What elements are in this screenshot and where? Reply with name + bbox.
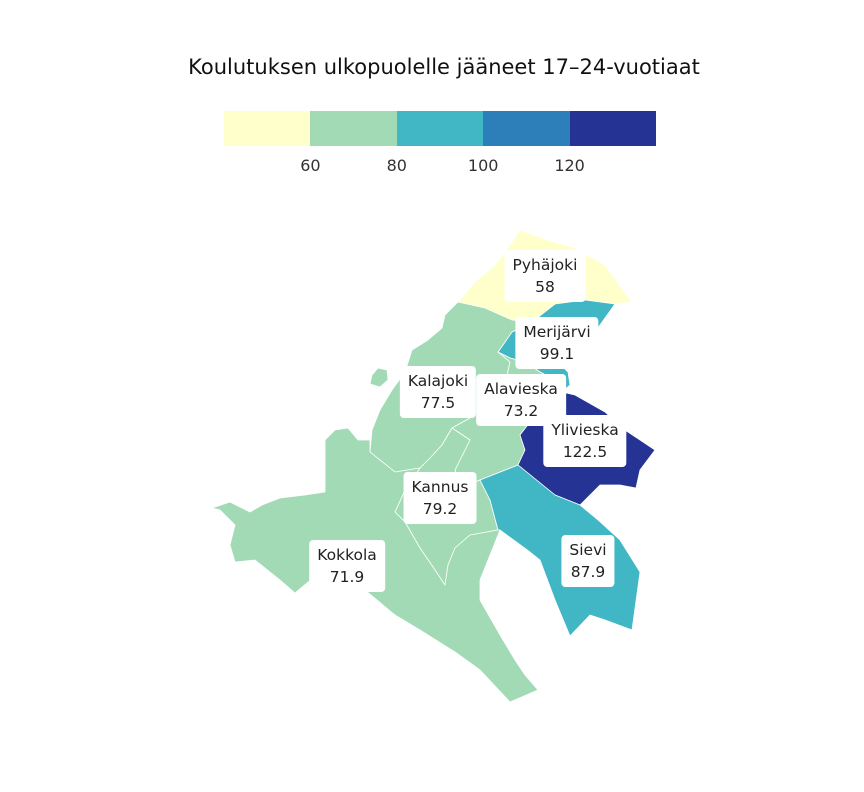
label-ylivieska: Ylivieska 122.5 — [543, 415, 627, 467]
legend-swatch-3 — [396, 111, 484, 146]
legend-tick-80: 80 — [386, 156, 407, 175]
label-kannus: Kannus 79.2 — [403, 472, 477, 524]
label-pyhajoki-name: Pyhäjoki — [512, 256, 578, 274]
legend-swatch-4 — [483, 111, 570, 146]
label-merijarvi: Merijärvi 99.1 — [515, 317, 599, 369]
legend-swatch-2 — [310, 111, 397, 146]
label-kokkola-name: Kokkola — [317, 546, 377, 564]
color-legend: 60 80 100 120 — [224, 111, 656, 176]
label-kalajoki-name: Kalajoki — [407, 372, 469, 390]
label-kalajoki: Kalajoki 77.5 — [399, 366, 477, 418]
map-title: Koulutuksen ulkopuolelle jääneet 17–24-v… — [188, 55, 700, 79]
label-merijarvi-value: 99.1 — [539, 345, 575, 363]
label-alavieska-value: 73.2 — [503, 402, 539, 420]
label-kannus-value: 79.2 — [422, 500, 458, 518]
legend-tick-120: 120 — [554, 156, 585, 175]
label-ylivieska-value: 122.5 — [562, 443, 608, 461]
legend-tick-100: 100 — [467, 156, 499, 175]
label-kokkola-value: 71.9 — [329, 568, 365, 586]
legend-swatch-5 — [569, 111, 656, 146]
label-sievi: Sievi 87.9 — [561, 535, 615, 587]
label-alavieska-name: Alavieska — [484, 380, 558, 398]
label-pyhajoki-value: 58 — [535, 278, 555, 296]
legend-tick-60: 60 — [300, 156, 321, 175]
legend-swatch-1 — [224, 111, 311, 146]
region-kalajoki-island — [369, 367, 389, 388]
label-merijarvi-name: Merijärvi — [523, 323, 591, 341]
label-ylivieska-name: Ylivieska — [551, 421, 619, 439]
label-alavieska: Alavieska 73.2 — [476, 374, 566, 426]
label-kalajoki-value: 77.5 — [420, 394, 456, 412]
label-kokkola: Kokkola 71.9 — [309, 540, 385, 592]
label-kannus-name: Kannus — [411, 478, 469, 496]
label-sievi-value: 87.9 — [570, 563, 606, 581]
label-sievi-name: Sievi — [569, 541, 607, 559]
label-pyhajoki: Pyhäjoki 58 — [504, 250, 586, 302]
